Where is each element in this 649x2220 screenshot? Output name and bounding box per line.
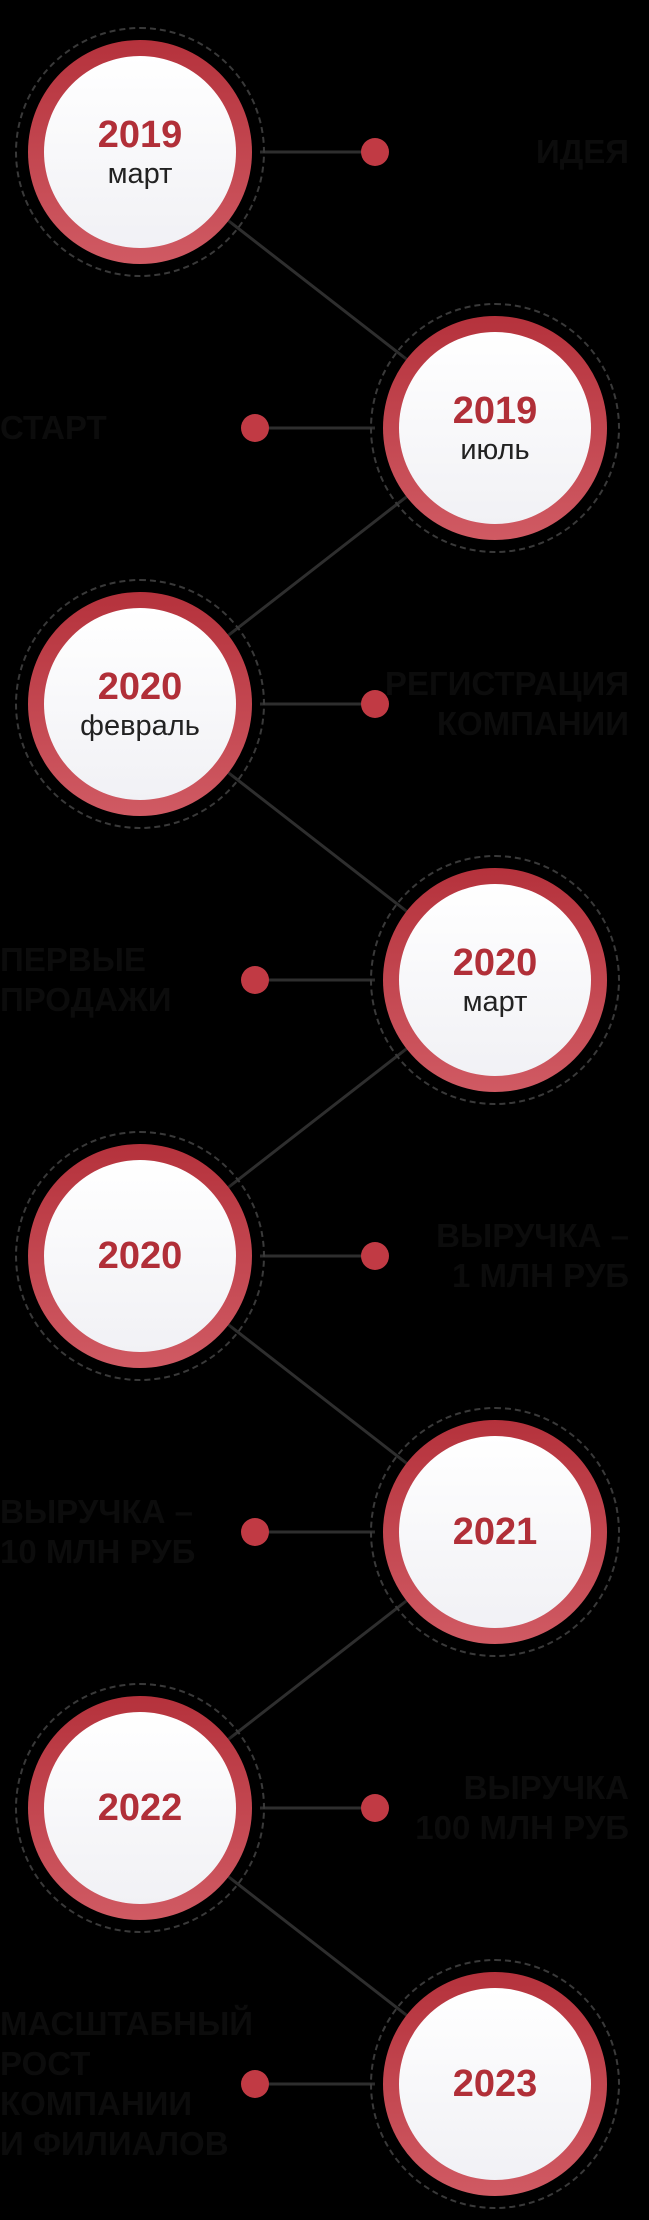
timeline-node-2023: 2023 (370, 1959, 620, 2209)
node-face: 2023 (399, 1988, 591, 2180)
node-month: март (107, 158, 173, 190)
node-year: 2021 (452, 1511, 538, 1553)
node-year: 2020 (97, 666, 183, 708)
event-label: идея (536, 133, 629, 170)
node-dashed-orbit (370, 1959, 620, 2209)
node-year: 2020 (97, 1235, 183, 1277)
node-year: 2022 (97, 1787, 183, 1829)
timeline-node-2019: 2019 июль (370, 303, 620, 553)
node-face: 2020 март (399, 884, 591, 1076)
node-year: 2019 (97, 114, 183, 156)
event-dot-marker (361, 1242, 389, 1270)
node-face: 2022 (44, 1712, 236, 1904)
node-dashed-orbit (370, 855, 620, 1105)
event-label: выручка 100 млн руб (415, 1769, 629, 1846)
node-dashed-orbit (15, 579, 265, 829)
node-face: 2021 (399, 1436, 591, 1628)
node-dashed-orbit (15, 1131, 265, 1381)
event-label: выручка – 10 млн руб (0, 1493, 196, 1570)
timeline-node-2020: 2020 февраль (15, 579, 265, 829)
event-label: масштабный рост компании и филиалов (0, 2005, 253, 2162)
timeline-node-2019: 2019 март (15, 27, 265, 277)
event-dot-marker (361, 1794, 389, 1822)
node-dashed-orbit (370, 1407, 620, 1657)
event-dot-marker (241, 2070, 269, 2098)
node-year: 2020 (452, 942, 538, 984)
timeline-node-2021: 2021 (370, 1407, 620, 1657)
node-dashed-orbit (15, 27, 265, 277)
event-label: регистрация компании (384, 665, 629, 742)
node-year: 2023 (452, 2063, 538, 2105)
node-face: 2020 (44, 1160, 236, 1352)
event-label: первые продажи (0, 941, 172, 1018)
event-dot-marker (361, 690, 389, 718)
event-label: выручка – 1 млн руб (436, 1217, 629, 1294)
event-dot-marker (361, 138, 389, 166)
timeline-node-2020: 2020 март (370, 855, 620, 1105)
node-month: март (462, 986, 528, 1018)
node-month: июль (460, 434, 530, 466)
node-face: 2020 февраль (44, 608, 236, 800)
node-year: 2019 (452, 390, 538, 432)
node-face: 2019 март (44, 56, 236, 248)
node-month: февраль (80, 710, 200, 742)
event-dot-marker (241, 414, 269, 442)
timeline-node-2022: 2022 (15, 1683, 265, 1933)
event-dot-marker (241, 966, 269, 994)
node-dashed-orbit (370, 303, 620, 553)
timeline-node-2020: 2020 (15, 1131, 265, 1381)
event-dot-marker (241, 1518, 269, 1546)
event-label: старт (0, 409, 107, 446)
node-dashed-orbit (15, 1683, 265, 1933)
node-face: 2019 июль (399, 332, 591, 524)
